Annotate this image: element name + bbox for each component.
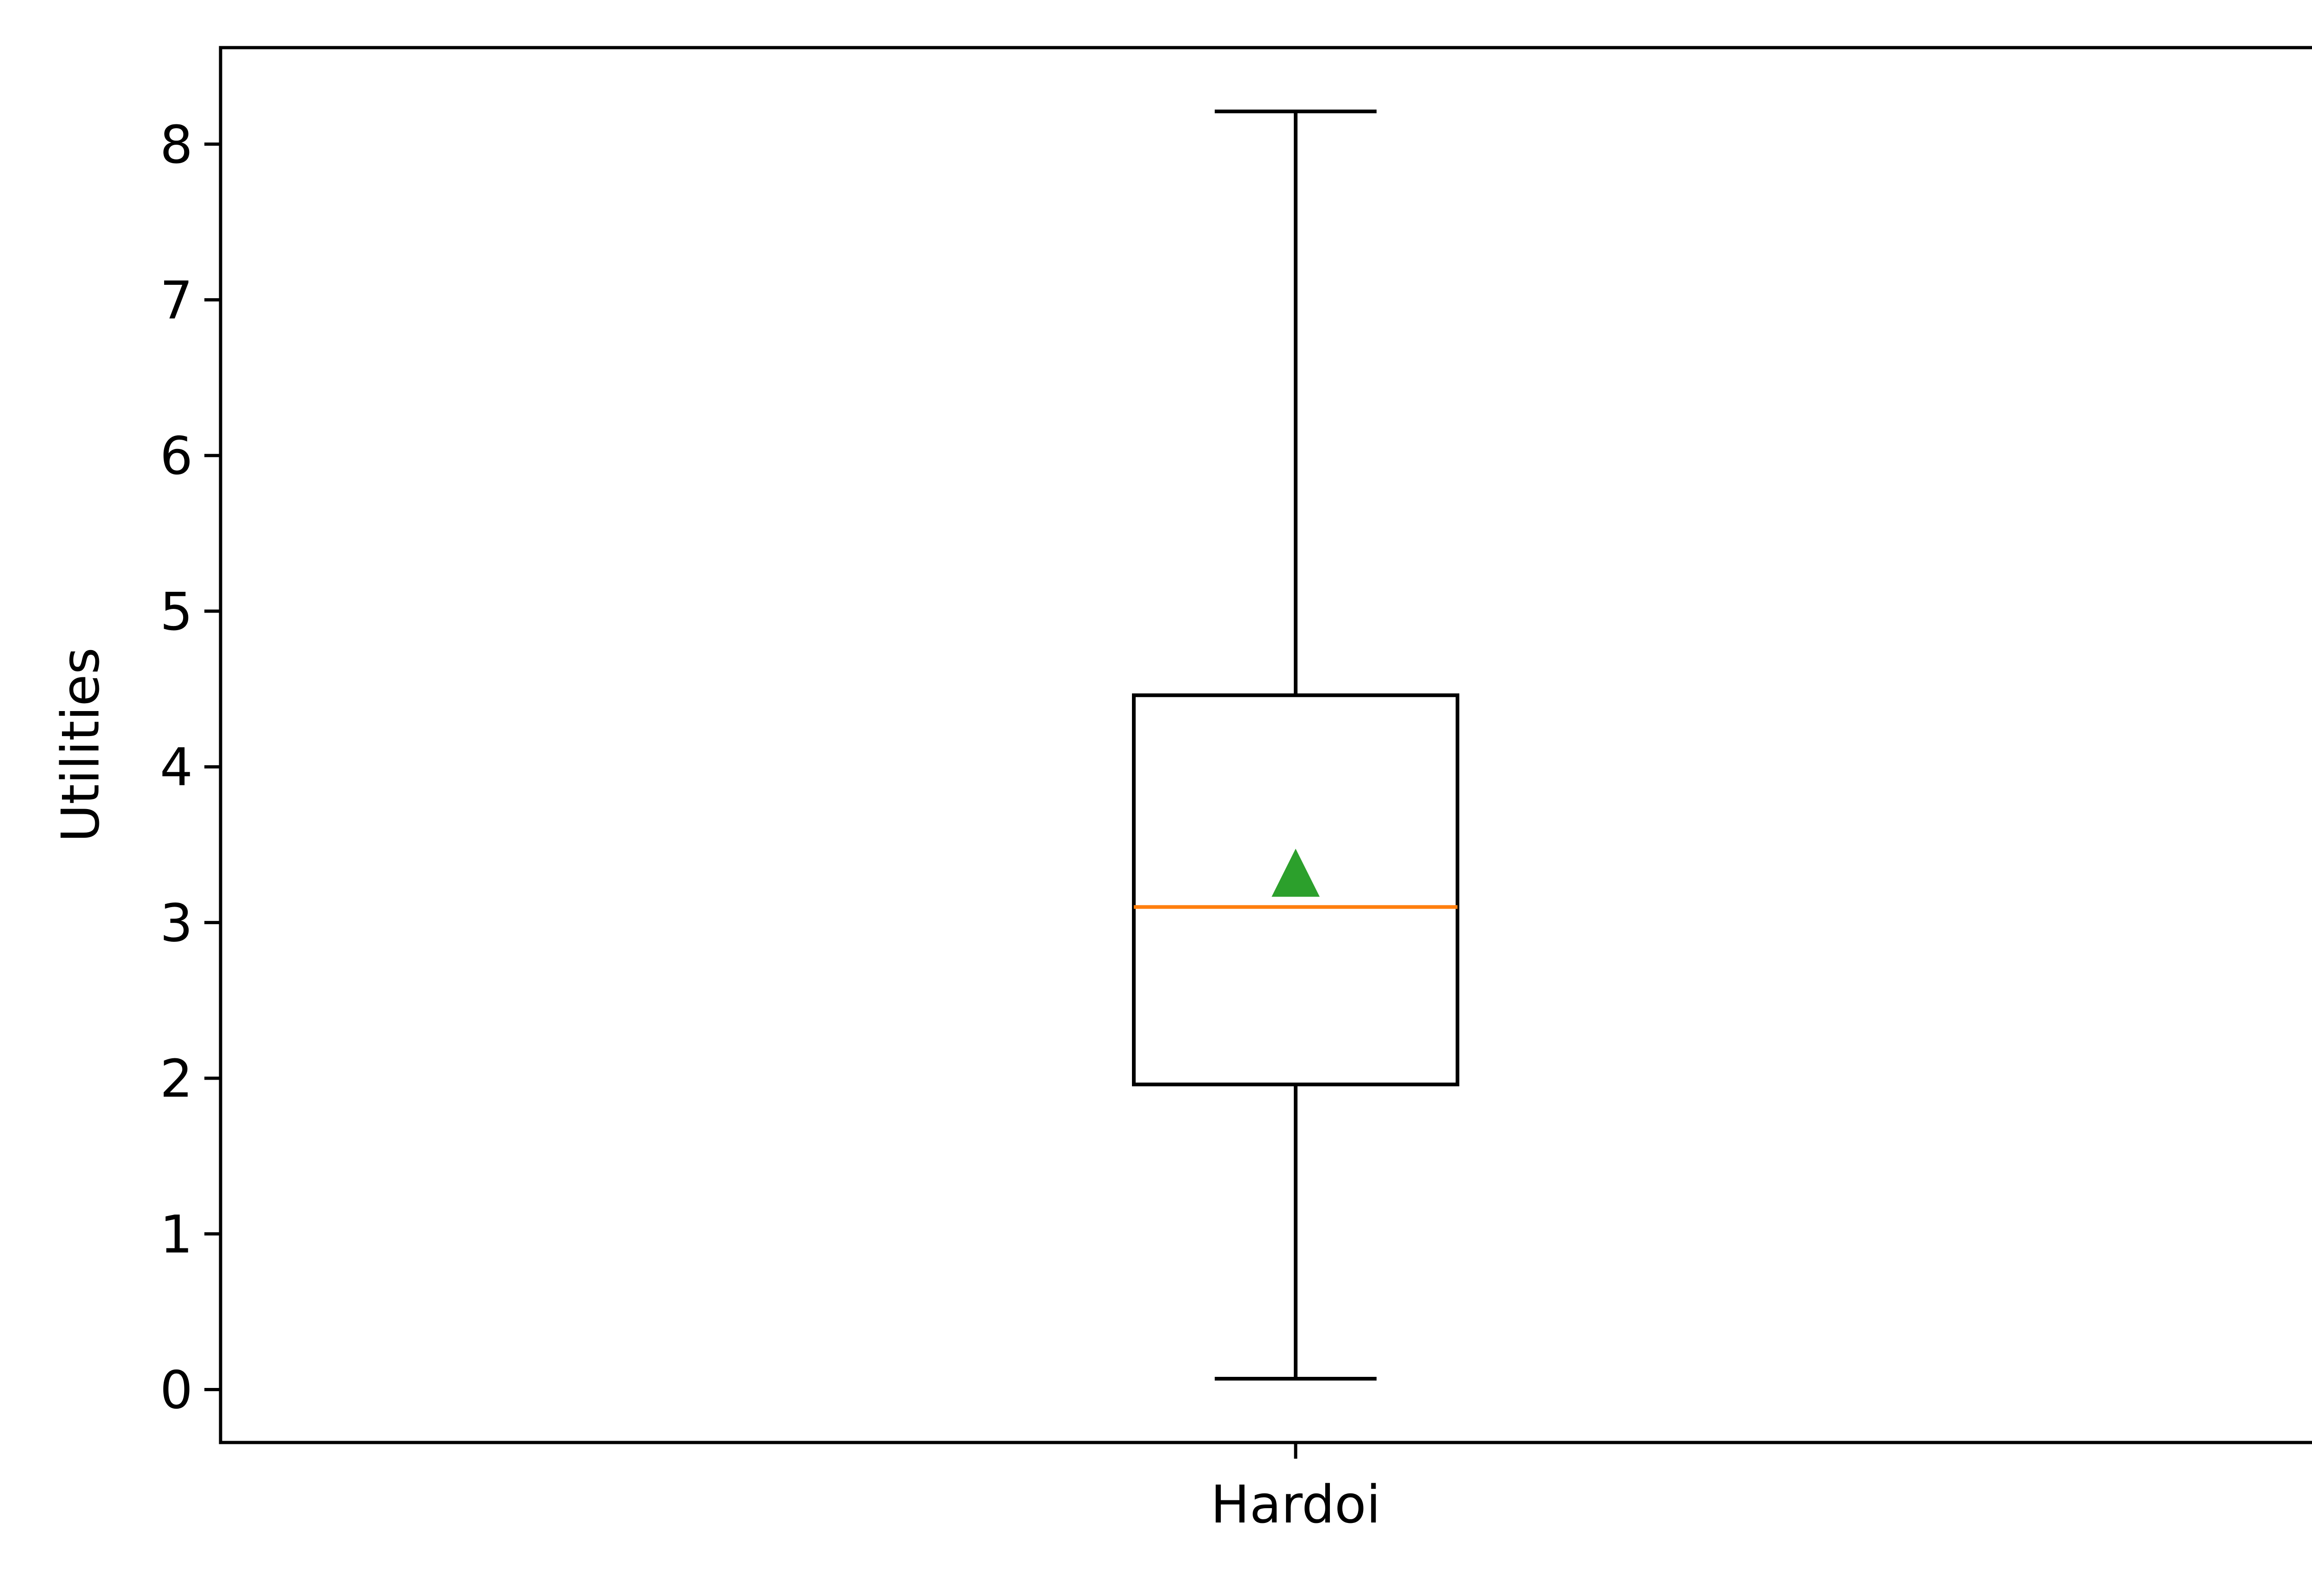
y-tick-label: 8 <box>160 115 193 175</box>
y-tick-label: 4 <box>160 738 193 798</box>
box-plot-series <box>1132 110 1459 1381</box>
x-tick-label: Hardoi <box>1211 1475 1381 1535</box>
y-tick-label: 6 <box>160 426 193 486</box>
y-tick-label: 1 <box>160 1205 193 1265</box>
y-tick-label: 3 <box>160 893 193 953</box>
y-axis-ticks: 0 1 2 3 4 5 6 7 8 <box>160 115 221 1421</box>
y-tick-label: 2 <box>160 1049 193 1109</box>
mean-marker <box>1272 848 1320 897</box>
interquartile-box <box>1132 693 1459 1087</box>
y-tick-label: 7 <box>160 270 193 331</box>
plot-frame <box>219 46 2312 1444</box>
y-tick-label: 0 <box>160 1361 193 1421</box>
y-tick-label: 5 <box>160 582 193 642</box>
x-axis-ticks: Hardoi <box>1211 1443 1381 1535</box>
y-axis-label: Utilities <box>51 647 111 842</box>
